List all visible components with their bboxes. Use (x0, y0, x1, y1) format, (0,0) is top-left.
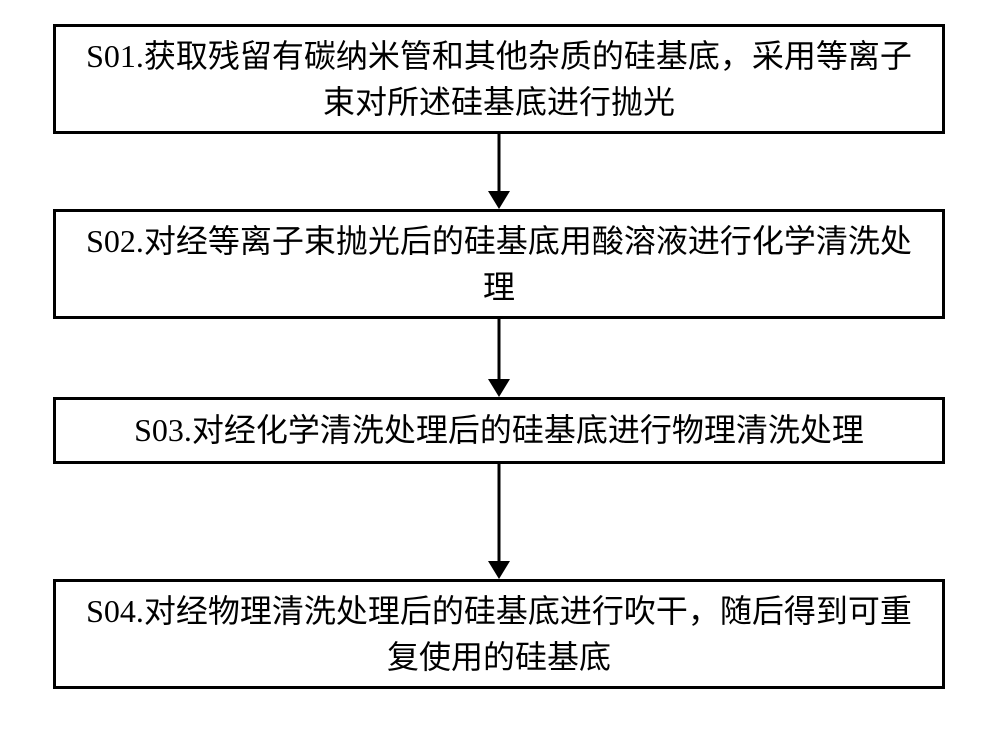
flowchart-canvas: S01.获取残留有碳纳米管和其他杂质的硅基底，采用等离子束对所述硅基底进行抛光 … (0, 0, 1000, 751)
step-text-s02: S02.对经等离子束抛光后的硅基底用酸溶液进行化学清洗处理 (76, 218, 922, 311)
step-text-s03: S03.对经化学清洗处理后的硅基底进行物理清洗处理 (134, 407, 864, 453)
step-box-s01: S01.获取残留有碳纳米管和其他杂质的硅基底，采用等离子束对所述硅基底进行抛光 (53, 24, 945, 134)
step-text-s01: S01.获取残留有碳纳米管和其他杂质的硅基底，采用等离子束对所述硅基底进行抛光 (76, 33, 922, 126)
step-text-s04: S04.对经物理清洗处理后的硅基底进行吹干，随后得到可重复使用的硅基底 (76, 588, 922, 681)
step-box-s03: S03.对经化学清洗处理后的硅基底进行物理清洗处理 (53, 397, 945, 464)
step-box-s02: S02.对经等离子束抛光后的硅基底用酸溶液进行化学清洗处理 (53, 209, 945, 319)
step-box-s04: S04.对经物理清洗处理后的硅基底进行吹干，随后得到可重复使用的硅基底 (53, 579, 945, 689)
